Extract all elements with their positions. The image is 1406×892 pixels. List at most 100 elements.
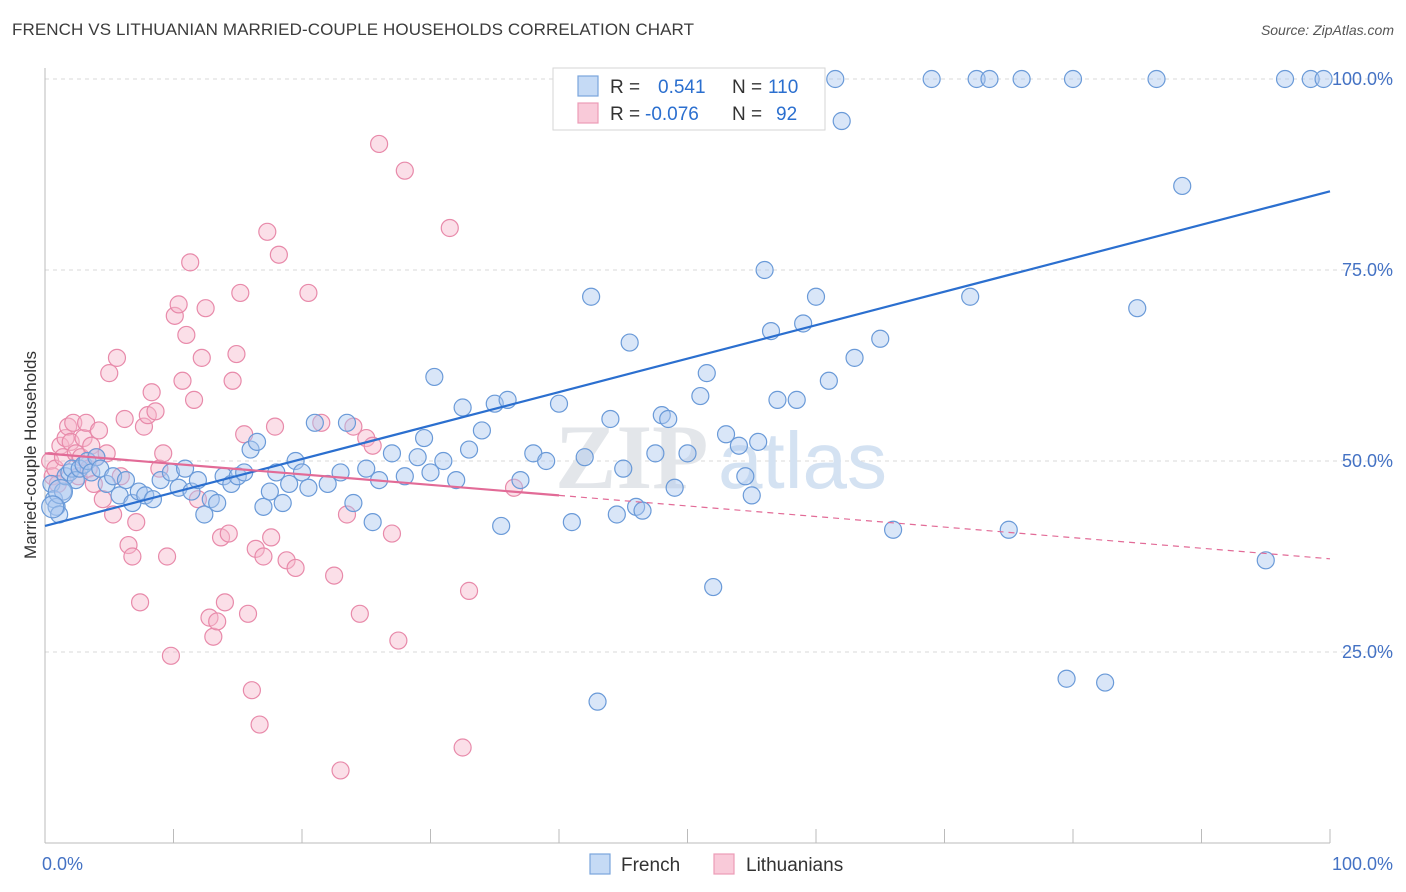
french-point [691,386,710,406]
chart-title: FRENCH VS LITHUANIAN MARRIED-COUPLE HOUS… [12,20,695,39]
lithuanians-point [286,558,305,578]
lithuanians-point [204,627,223,646]
french-point [472,421,491,440]
legend-bottom-french-swatch [589,853,611,875]
legend-lith-swatch [577,102,599,124]
french-point [1057,669,1076,688]
lithuanians-point [134,417,154,436]
french-point [607,505,626,524]
lithuanians-trend-line [44,452,560,497]
series-legend: French Lithuanians [589,853,843,876]
french-point [408,448,427,467]
source-label: Source: ZipAtlas.com [1260,22,1394,38]
legend-lith-r-label: R = [610,104,640,125]
french-point [620,333,639,352]
french-point [459,440,479,459]
french-point [659,409,678,429]
x-tick-label-max: 100.0% [1332,854,1393,874]
french-point [1301,69,1320,89]
lithuanians-point [192,348,211,367]
french-point [736,467,755,486]
french-point [697,364,716,383]
french-point [241,440,260,459]
french-point [562,513,581,532]
french-points [41,69,1333,711]
french-point [97,474,116,494]
legend-bottom-french-label: French [621,855,680,876]
french-point [601,409,620,429]
lithuanians-point [64,413,83,432]
french-point [806,287,826,306]
french-point [66,471,85,490]
lithuanians-point [254,547,273,566]
lithuanians-point [89,421,109,440]
french-point [116,471,136,490]
french-point [357,459,376,478]
lithuanians-point [215,593,234,612]
french-point [1063,69,1083,89]
lithuanians-point [84,474,103,494]
french-point [729,436,749,455]
french-point [292,463,312,482]
lithuanians-point [238,604,258,623]
french-point [425,367,444,387]
french-point [999,520,1018,539]
lithuanians-point [157,547,177,566]
french-point [883,520,903,539]
legend-french-r-value: 0.541 [658,77,706,98]
y-tick-label: 75.0% [1342,260,1393,280]
french-point [260,482,279,501]
french-point [755,260,774,280]
legend-french-r-label: R = [610,77,640,98]
lithuanians-point [250,715,269,734]
lithuanians-point [242,681,261,700]
legend-french-n-value: 110 [768,77,798,98]
legend-lith-r-value: -0.076 [645,104,699,125]
french-point [47,478,74,505]
lithuanians-point [74,428,93,448]
lithuanians-point [370,134,389,154]
french-point [414,428,434,448]
lithuanians-point [165,306,184,325]
lithuanians-point [93,490,112,509]
lithuanians-point [262,528,281,547]
lithuanians-point [299,283,318,303]
lithuanians-point [115,409,134,429]
y-tick-labels: 25.0% 50.0% 75.0% 100.0% [1332,69,1393,662]
lithuanians-point [169,295,188,314]
french-point [845,348,864,367]
french-point [716,425,736,444]
y-axis-title: Married-couple Households [21,351,40,559]
lithuanians-point [269,245,288,264]
lithuanians-point [146,402,165,421]
lithuanians-point [459,581,479,600]
x-ticks [44,829,1331,843]
french-point [299,478,318,497]
lithuanians-point [265,417,285,436]
lithuanians-point [219,524,238,543]
french-point [247,432,267,451]
lithuanians-point [440,218,459,238]
french-point [222,474,241,494]
x-tick-label-min: 0.0% [42,854,83,874]
french-point [254,497,273,516]
french-point [967,69,986,89]
french-point [768,390,787,409]
french-point [1147,69,1166,89]
lithuanians-point [123,547,142,566]
french-point [922,69,941,89]
french-point [575,448,594,467]
lithuanians-point [181,253,200,272]
correlation-legend: R = 0.541 N = 110 R = -0.076 N = 92 [552,67,826,131]
lithuanians-point [453,738,472,757]
lithuanians-point [142,383,161,402]
french-point [382,444,402,463]
lithuanians-point [173,371,192,390]
french-point [421,463,440,482]
french-point [819,371,838,390]
lithuanians-point [154,444,173,463]
french-point [363,513,382,532]
french-point [151,471,170,490]
lithuanians-point [337,505,357,524]
french-point [273,493,292,513]
